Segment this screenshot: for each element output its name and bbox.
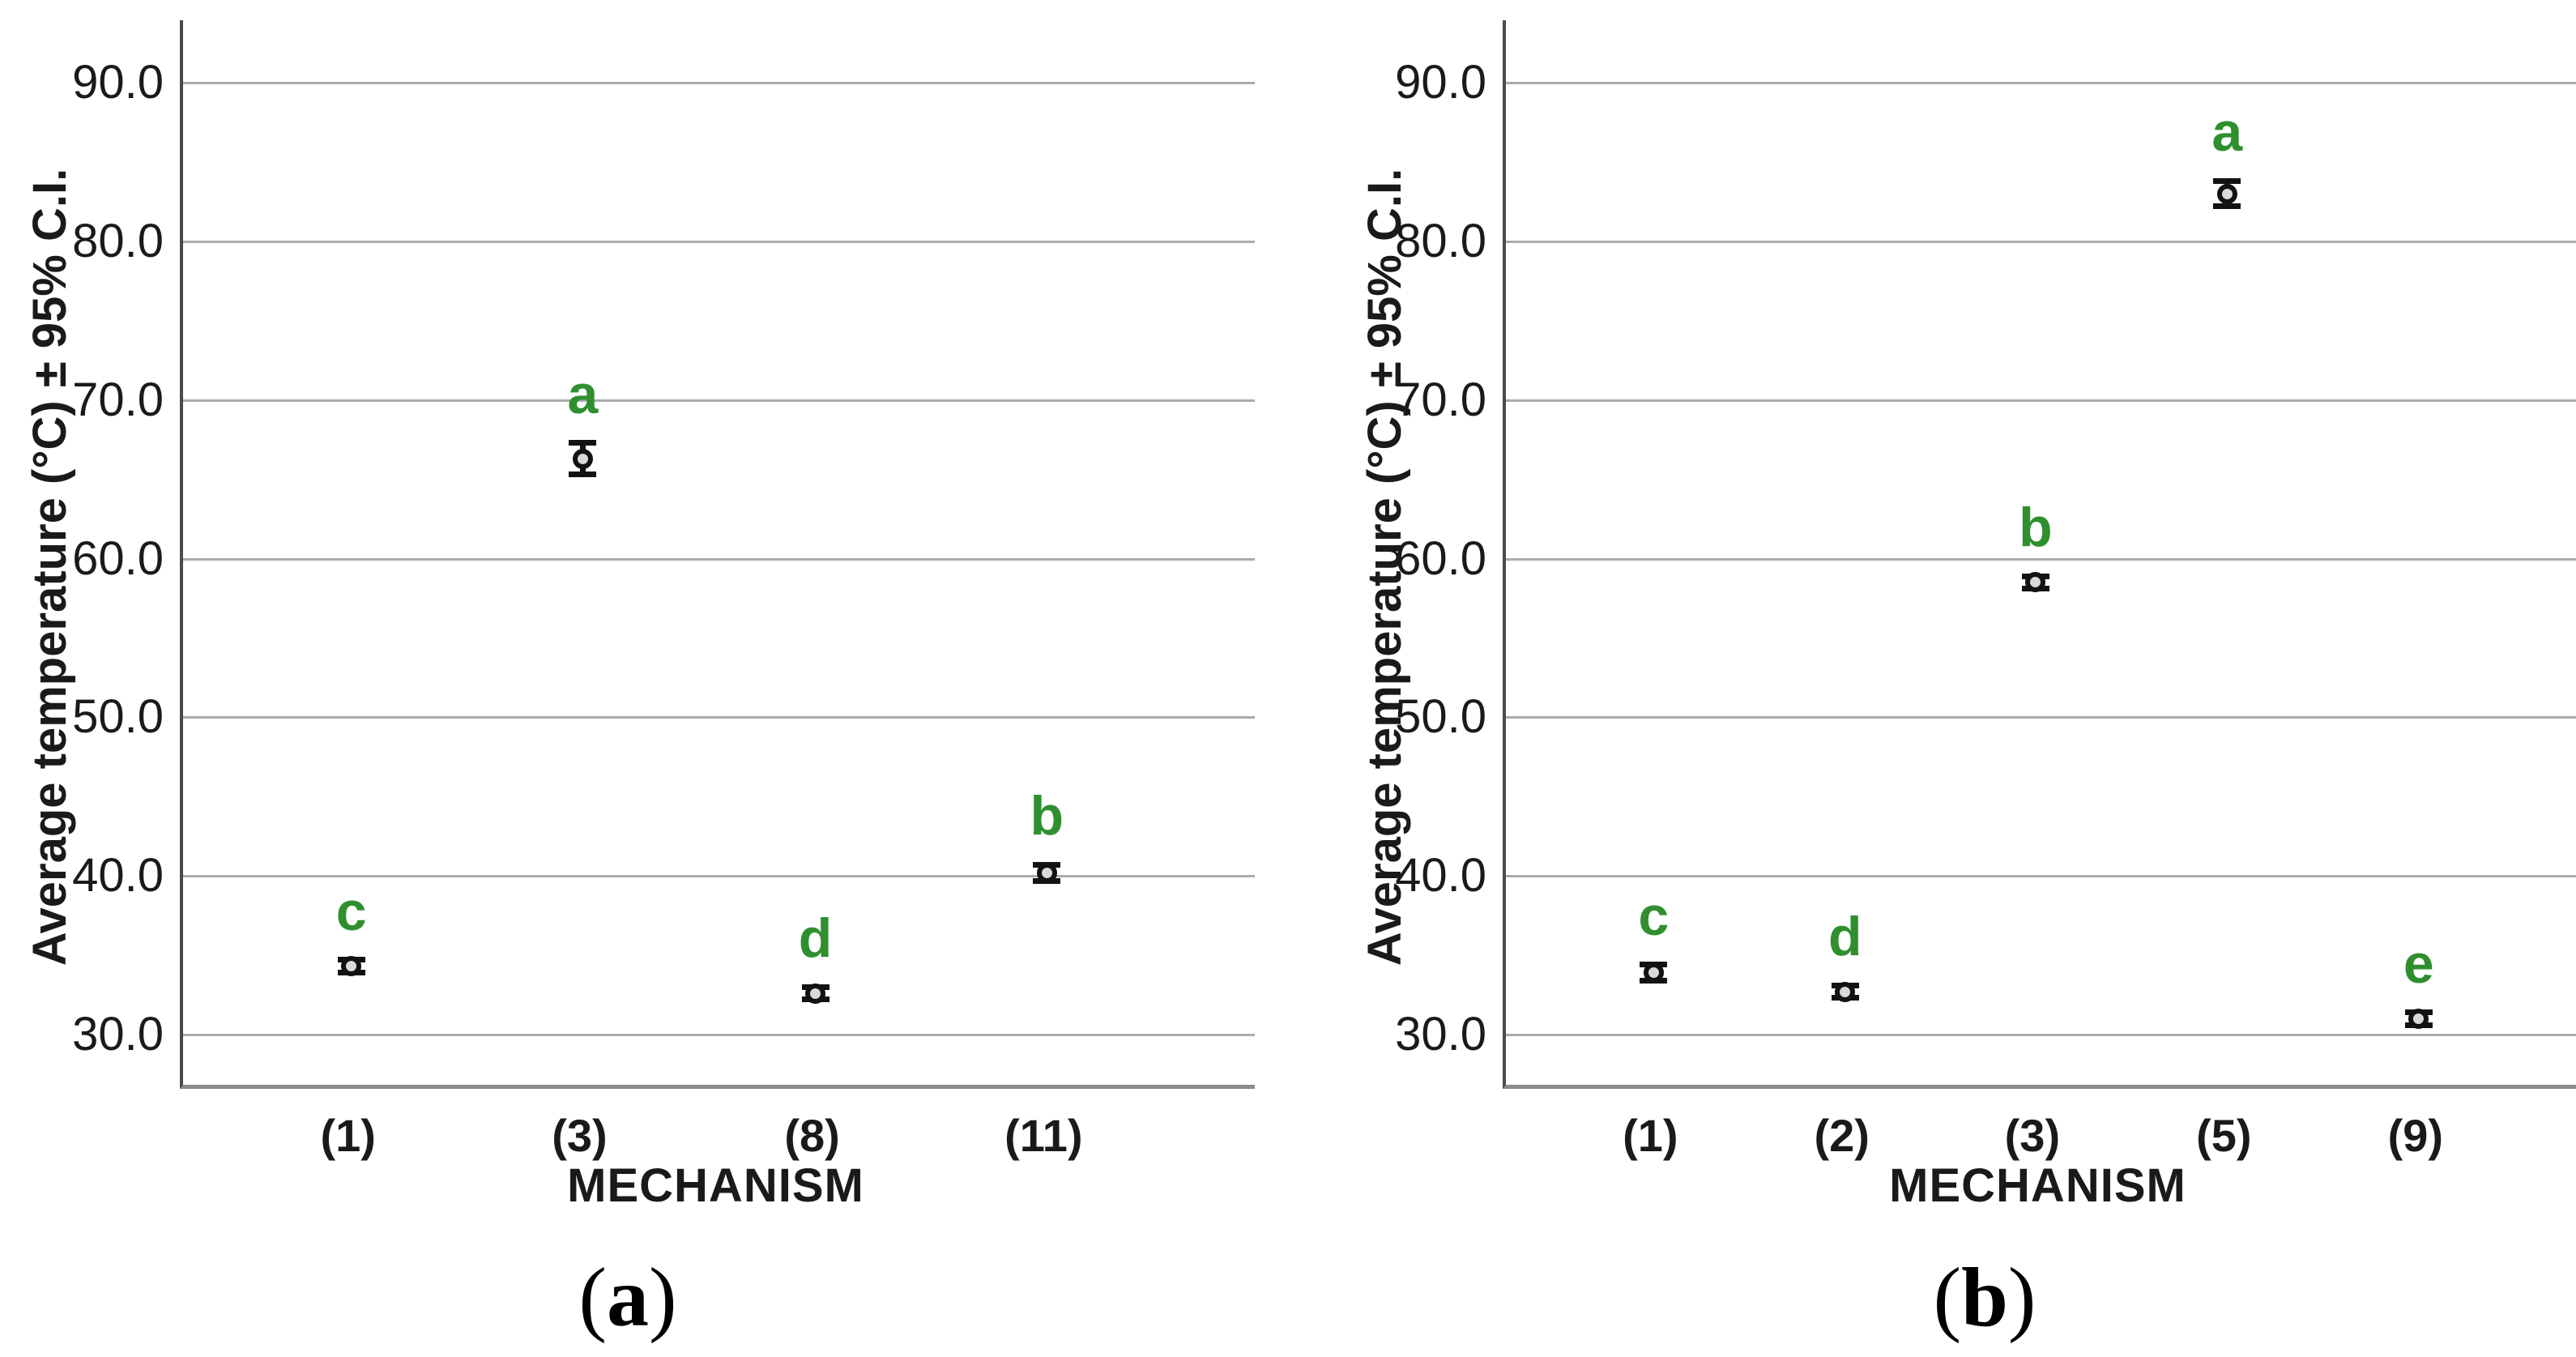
y-tick-label: 50.0 bbox=[1395, 690, 1486, 744]
error-bar-cap bbox=[2213, 177, 2241, 184]
mean-marker bbox=[572, 448, 593, 469]
gridline bbox=[1506, 875, 2576, 878]
y-tick-label: 50.0 bbox=[72, 690, 164, 744]
gridline bbox=[1506, 716, 2576, 719]
mean-marker bbox=[341, 956, 362, 977]
plot-area: c d b a e bbox=[1503, 20, 2576, 1089]
gridline bbox=[1506, 240, 2576, 243]
y-tick-label: 70.0 bbox=[72, 373, 164, 426]
gridline bbox=[183, 1034, 1255, 1036]
caption-paren-close: ) bbox=[2007, 1251, 2036, 1344]
mean-marker bbox=[2216, 183, 2237, 204]
y-tick-label: 40.0 bbox=[72, 849, 164, 903]
mean-marker bbox=[1643, 962, 1664, 984]
caption-paren-close: ) bbox=[649, 1251, 677, 1344]
y-tick-label: 90.0 bbox=[72, 56, 164, 109]
gridline bbox=[183, 875, 1255, 878]
gridline bbox=[1506, 557, 2576, 561]
y-tick-label: 30.0 bbox=[72, 1008, 164, 1060]
x-axis-title: MECHANISM bbox=[567, 1159, 864, 1212]
significance-letter: d bbox=[798, 907, 833, 970]
significance-letter: b bbox=[1030, 785, 1064, 847]
significance-letter: c bbox=[1638, 885, 1670, 947]
x-category-label: (9) bbox=[2387, 1110, 2444, 1161]
gridline bbox=[1506, 399, 2576, 402]
y-tick-label: 60.0 bbox=[1395, 531, 1486, 585]
x-category-label: (3) bbox=[2004, 1110, 2061, 1161]
significance-letter: d bbox=[1828, 906, 1862, 968]
y-tick-label: 70.0 bbox=[1395, 373, 1486, 426]
gridline bbox=[1506, 1034, 2576, 1036]
significance-letter: a bbox=[567, 363, 599, 425]
x-category-label: (11) bbox=[1004, 1110, 1083, 1161]
x-category-label: (3) bbox=[552, 1110, 608, 1161]
x-category-label: (1) bbox=[320, 1110, 376, 1161]
x-category-label: (2) bbox=[1814, 1110, 1870, 1161]
caption-paren-open: ( bbox=[1933, 1251, 1962, 1344]
x-category-label: (1) bbox=[1623, 1110, 1678, 1161]
error-bar-cap bbox=[2213, 203, 2241, 210]
panel-caption: (a) bbox=[466, 1241, 790, 1355]
x-category-label: (8) bbox=[784, 1110, 840, 1161]
y-tick-label: 80.0 bbox=[72, 214, 164, 267]
y-tick-label: 80.0 bbox=[1395, 214, 1486, 267]
y-tick-label: 60.0 bbox=[72, 531, 164, 585]
x-category-label: (5) bbox=[2196, 1110, 2252, 1161]
mean-marker bbox=[805, 983, 826, 1004]
caption-letter: b bbox=[1961, 1251, 2008, 1344]
panel-caption: (b) bbox=[1823, 1241, 2147, 1355]
y-tick-label: 40.0 bbox=[1395, 849, 1486, 903]
gridline bbox=[1506, 82, 2576, 85]
mean-marker bbox=[1036, 862, 1057, 883]
significance-letter: a bbox=[2211, 101, 2243, 164]
mean-marker bbox=[1835, 981, 1856, 1002]
y-tick-label: 90.0 bbox=[1395, 56, 1486, 109]
mean-marker bbox=[2408, 1008, 2429, 1029]
mean-marker bbox=[2025, 572, 2046, 593]
significance-letter: e bbox=[2403, 932, 2434, 995]
caption-letter: a bbox=[607, 1251, 649, 1344]
y-tick-label: 30.0 bbox=[1395, 1008, 1486, 1060]
x-axis-title: MECHANISM bbox=[1889, 1159, 2186, 1212]
gridline bbox=[183, 399, 1255, 402]
caption-paren-open: ( bbox=[578, 1251, 607, 1344]
error-bar-cap bbox=[569, 472, 597, 478]
gridline bbox=[183, 240, 1255, 243]
significance-letter: b bbox=[2019, 497, 2053, 559]
significance-letter: c bbox=[335, 880, 367, 942]
error-bar-cap bbox=[569, 440, 597, 446]
gridline bbox=[183, 82, 1255, 85]
plot-area: c a d b bbox=[180, 20, 1255, 1089]
gridline bbox=[183, 557, 1255, 561]
gridline bbox=[183, 716, 1255, 719]
